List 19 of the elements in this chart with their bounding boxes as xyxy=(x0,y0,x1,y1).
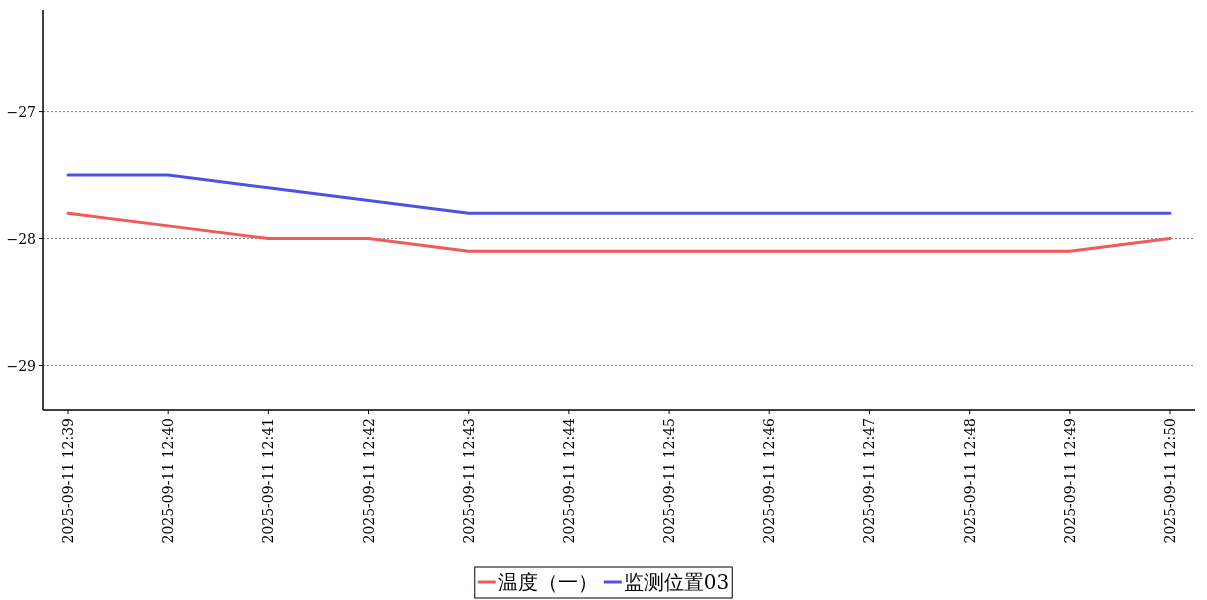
x-tick-label: 2025-09-11 12:40 xyxy=(160,418,177,544)
line-series xyxy=(66,173,1172,215)
y-tick-label: −27 xyxy=(6,103,36,120)
x-tick-label: 2025-09-11 12:50 xyxy=(1162,418,1178,544)
x-tick-label: 2025-09-11 12:41 xyxy=(260,418,277,544)
x-tick-label: 2025-09-11 12:46 xyxy=(761,417,778,544)
y-tick-label: −28 xyxy=(6,230,36,247)
x-tick-label: 2025-09-11 12:49 xyxy=(1061,418,1078,544)
line-series xyxy=(66,211,1172,253)
x-tick-label: 2025-09-11 12:47 xyxy=(861,418,878,544)
x-tick-label: 2025-09-11 12:45 xyxy=(661,418,678,544)
x-tick-label: 2025-09-11 12:48 xyxy=(961,418,978,544)
y-tick-label: −29 xyxy=(6,357,36,374)
x-tick-label: 2025-09-11 12:39 xyxy=(60,418,76,544)
legend-label: 监测位置03 xyxy=(623,570,730,594)
x-tick-label: 2025-09-11 12:44 xyxy=(560,417,577,544)
x-tick-label: 2025-09-11 12:42 xyxy=(360,418,377,544)
legend-label: 温度（一） xyxy=(497,570,598,594)
x-tick-label: 2025-09-11 12:43 xyxy=(460,418,477,544)
